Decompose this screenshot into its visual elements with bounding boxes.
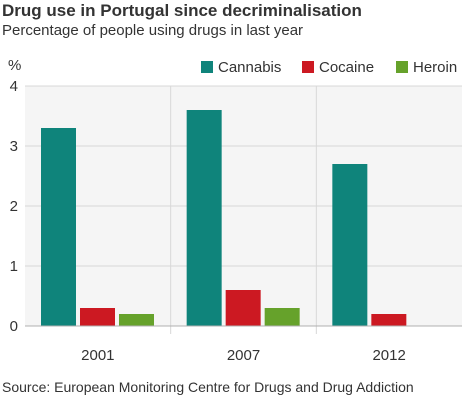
y-tick-label: 2 (10, 198, 18, 215)
bar-cannabis-2007 (187, 110, 222, 326)
legend-item-cocaine: Cocaine (302, 59, 374, 76)
legend-label: Cocaine (319, 59, 374, 76)
legend: Cannabis Cocaine Heroin (201, 59, 457, 76)
legend-swatch (201, 61, 213, 73)
bar-chart: 0 1 2 3 4 2001 2007 2012 % Cannabis Cocaine Hero… (0, 0, 464, 380)
bar-heroin-2007 (265, 308, 300, 326)
source-note: Source: European Monitoring Centre for D… (2, 379, 414, 395)
bar-cocaine-2012 (371, 314, 406, 326)
bar-cannabis-2001 (41, 128, 76, 326)
bar-cannabis-2012 (332, 164, 367, 326)
x-tick-label: 2001 (81, 347, 114, 364)
y-tick-label: 3 (10, 138, 18, 155)
legend-item-cannabis: Cannabis (201, 59, 281, 76)
bar-cocaine-2001 (80, 308, 115, 326)
bar-cocaine-2007 (226, 290, 261, 326)
y-tick-label: 1 (10, 258, 18, 275)
legend-label: Cannabis (218, 59, 281, 76)
legend-swatch (302, 61, 314, 73)
x-tick-label: 2007 (227, 347, 260, 364)
legend-item-heroin: Heroin (396, 59, 457, 76)
y-tick-label: 0 (10, 318, 18, 335)
y-tick-labels: 0 1 2 3 4 (10, 78, 18, 335)
y-tick-label: 4 (10, 78, 18, 95)
y-axis-label: % (8, 57, 21, 74)
x-tick-labels: 2001 2007 2012 (81, 347, 406, 364)
bar-heroin-2001 (119, 314, 154, 326)
legend-swatch (396, 61, 408, 73)
x-tick-label: 2012 (372, 347, 405, 364)
legend-label: Heroin (413, 59, 457, 76)
